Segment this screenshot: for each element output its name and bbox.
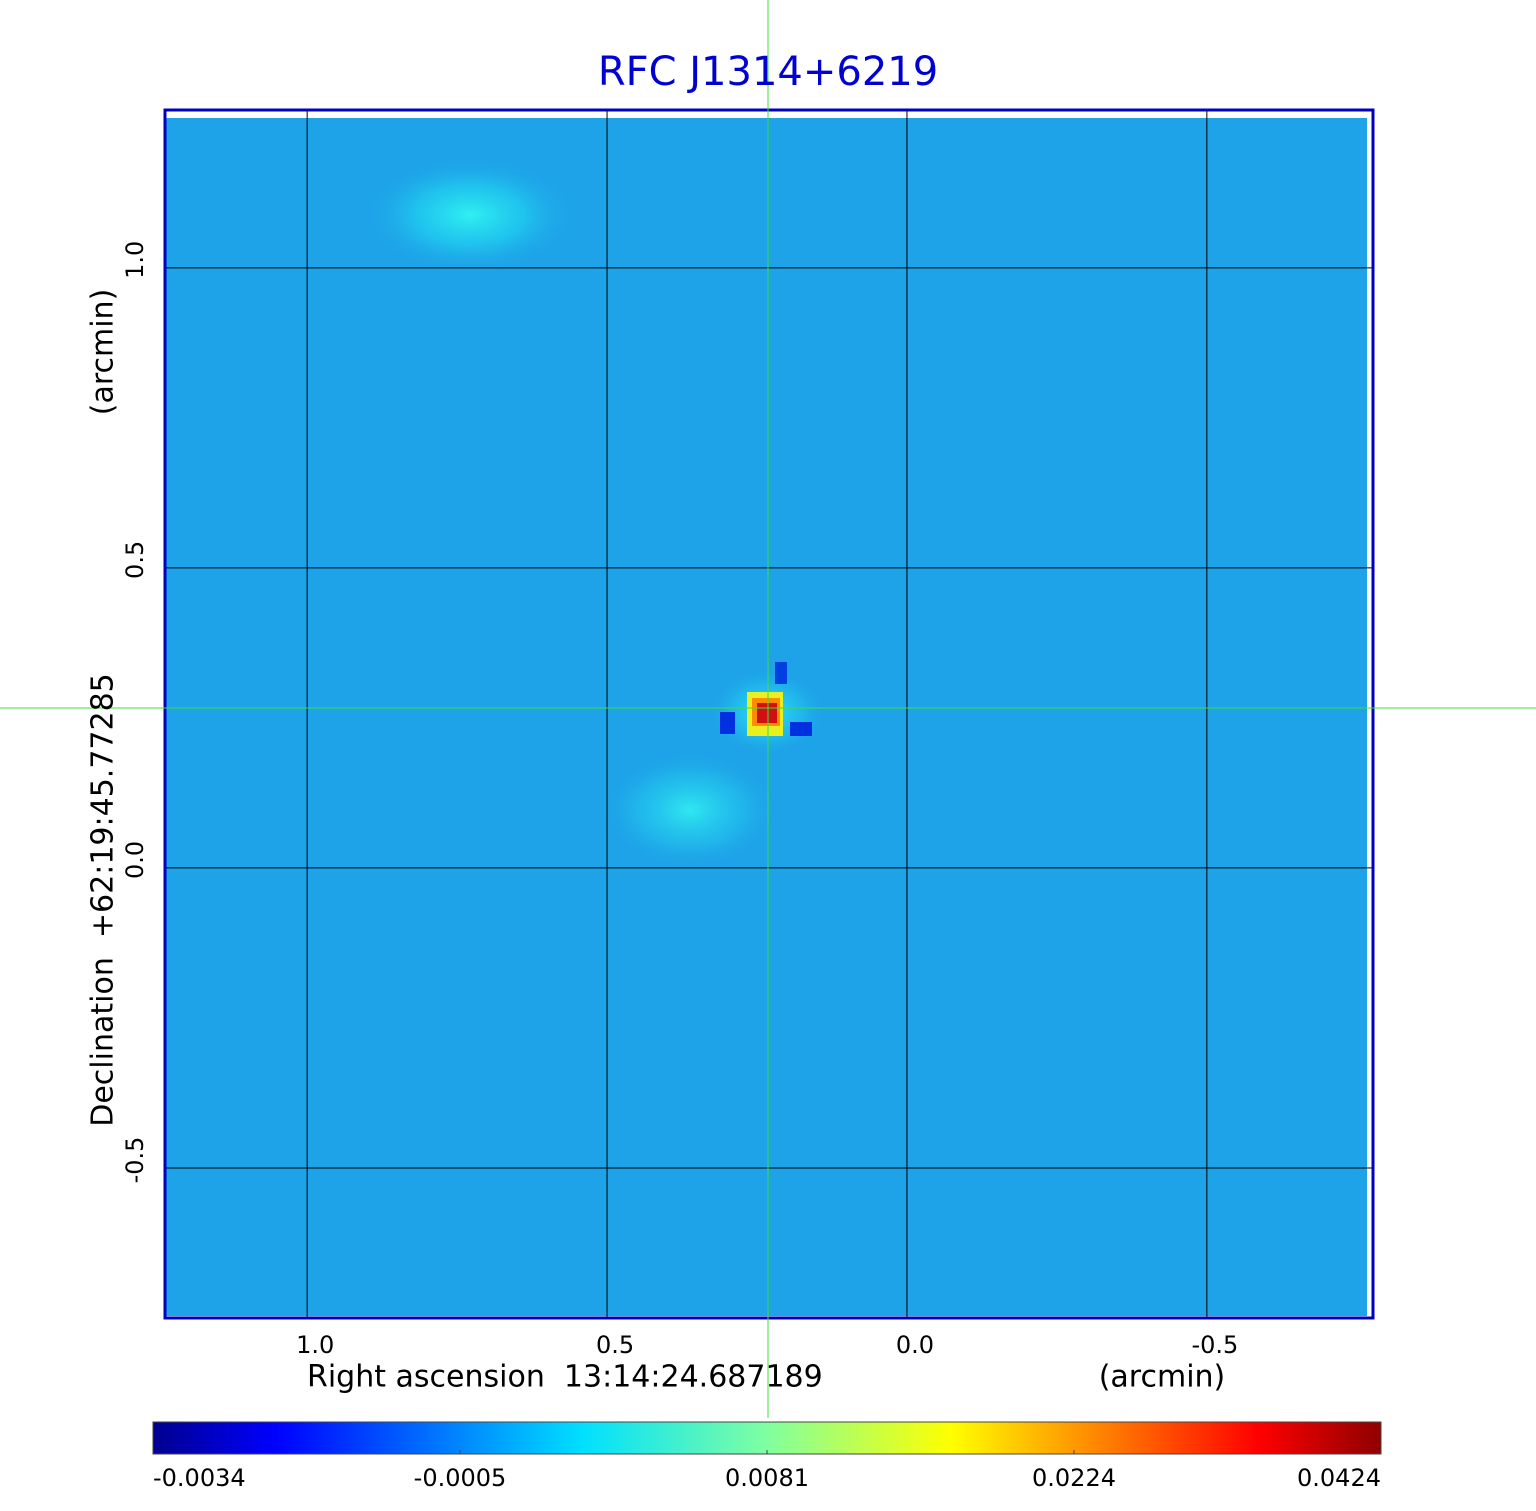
y-tick-label: 0.0 xyxy=(121,841,149,879)
x-tick-label: 0.0 xyxy=(896,1331,934,1359)
y-axis-unit: (arcmin) xyxy=(86,289,121,416)
colorbar-tick-label: -0.0034 xyxy=(153,1464,246,1492)
colorbar-tick-label: 0.0424 xyxy=(1297,1464,1381,1492)
x-tick-label: 0.5 xyxy=(596,1331,634,1359)
grid xyxy=(165,110,1373,1318)
y-tick-label: -0.5 xyxy=(121,1137,149,1184)
x-tick-label: 1.0 xyxy=(296,1331,334,1359)
colorbar-tick-label: 0.0224 xyxy=(1032,1464,1116,1492)
x-axis-label: Right ascension 13:14:24.687189 xyxy=(307,1360,823,1395)
y-tick-label: 0.5 xyxy=(121,541,149,579)
colorbar-tick-label: -0.0005 xyxy=(414,1464,507,1492)
y-axis-label: Declination +62:19:45.77285 xyxy=(86,673,121,1127)
colorbar xyxy=(152,1421,1382,1455)
chart-title: RFC J1314+6219 xyxy=(598,49,938,95)
plot-frame xyxy=(163,108,1375,1320)
x-axis-unit: (arcmin) xyxy=(1099,1360,1226,1395)
y-tick-label: 1.0 xyxy=(121,241,149,279)
image xyxy=(165,118,1367,1316)
colorbar-tick-label: 0.0081 xyxy=(725,1464,809,1492)
x-tick-label: -0.5 xyxy=(1191,1331,1238,1359)
